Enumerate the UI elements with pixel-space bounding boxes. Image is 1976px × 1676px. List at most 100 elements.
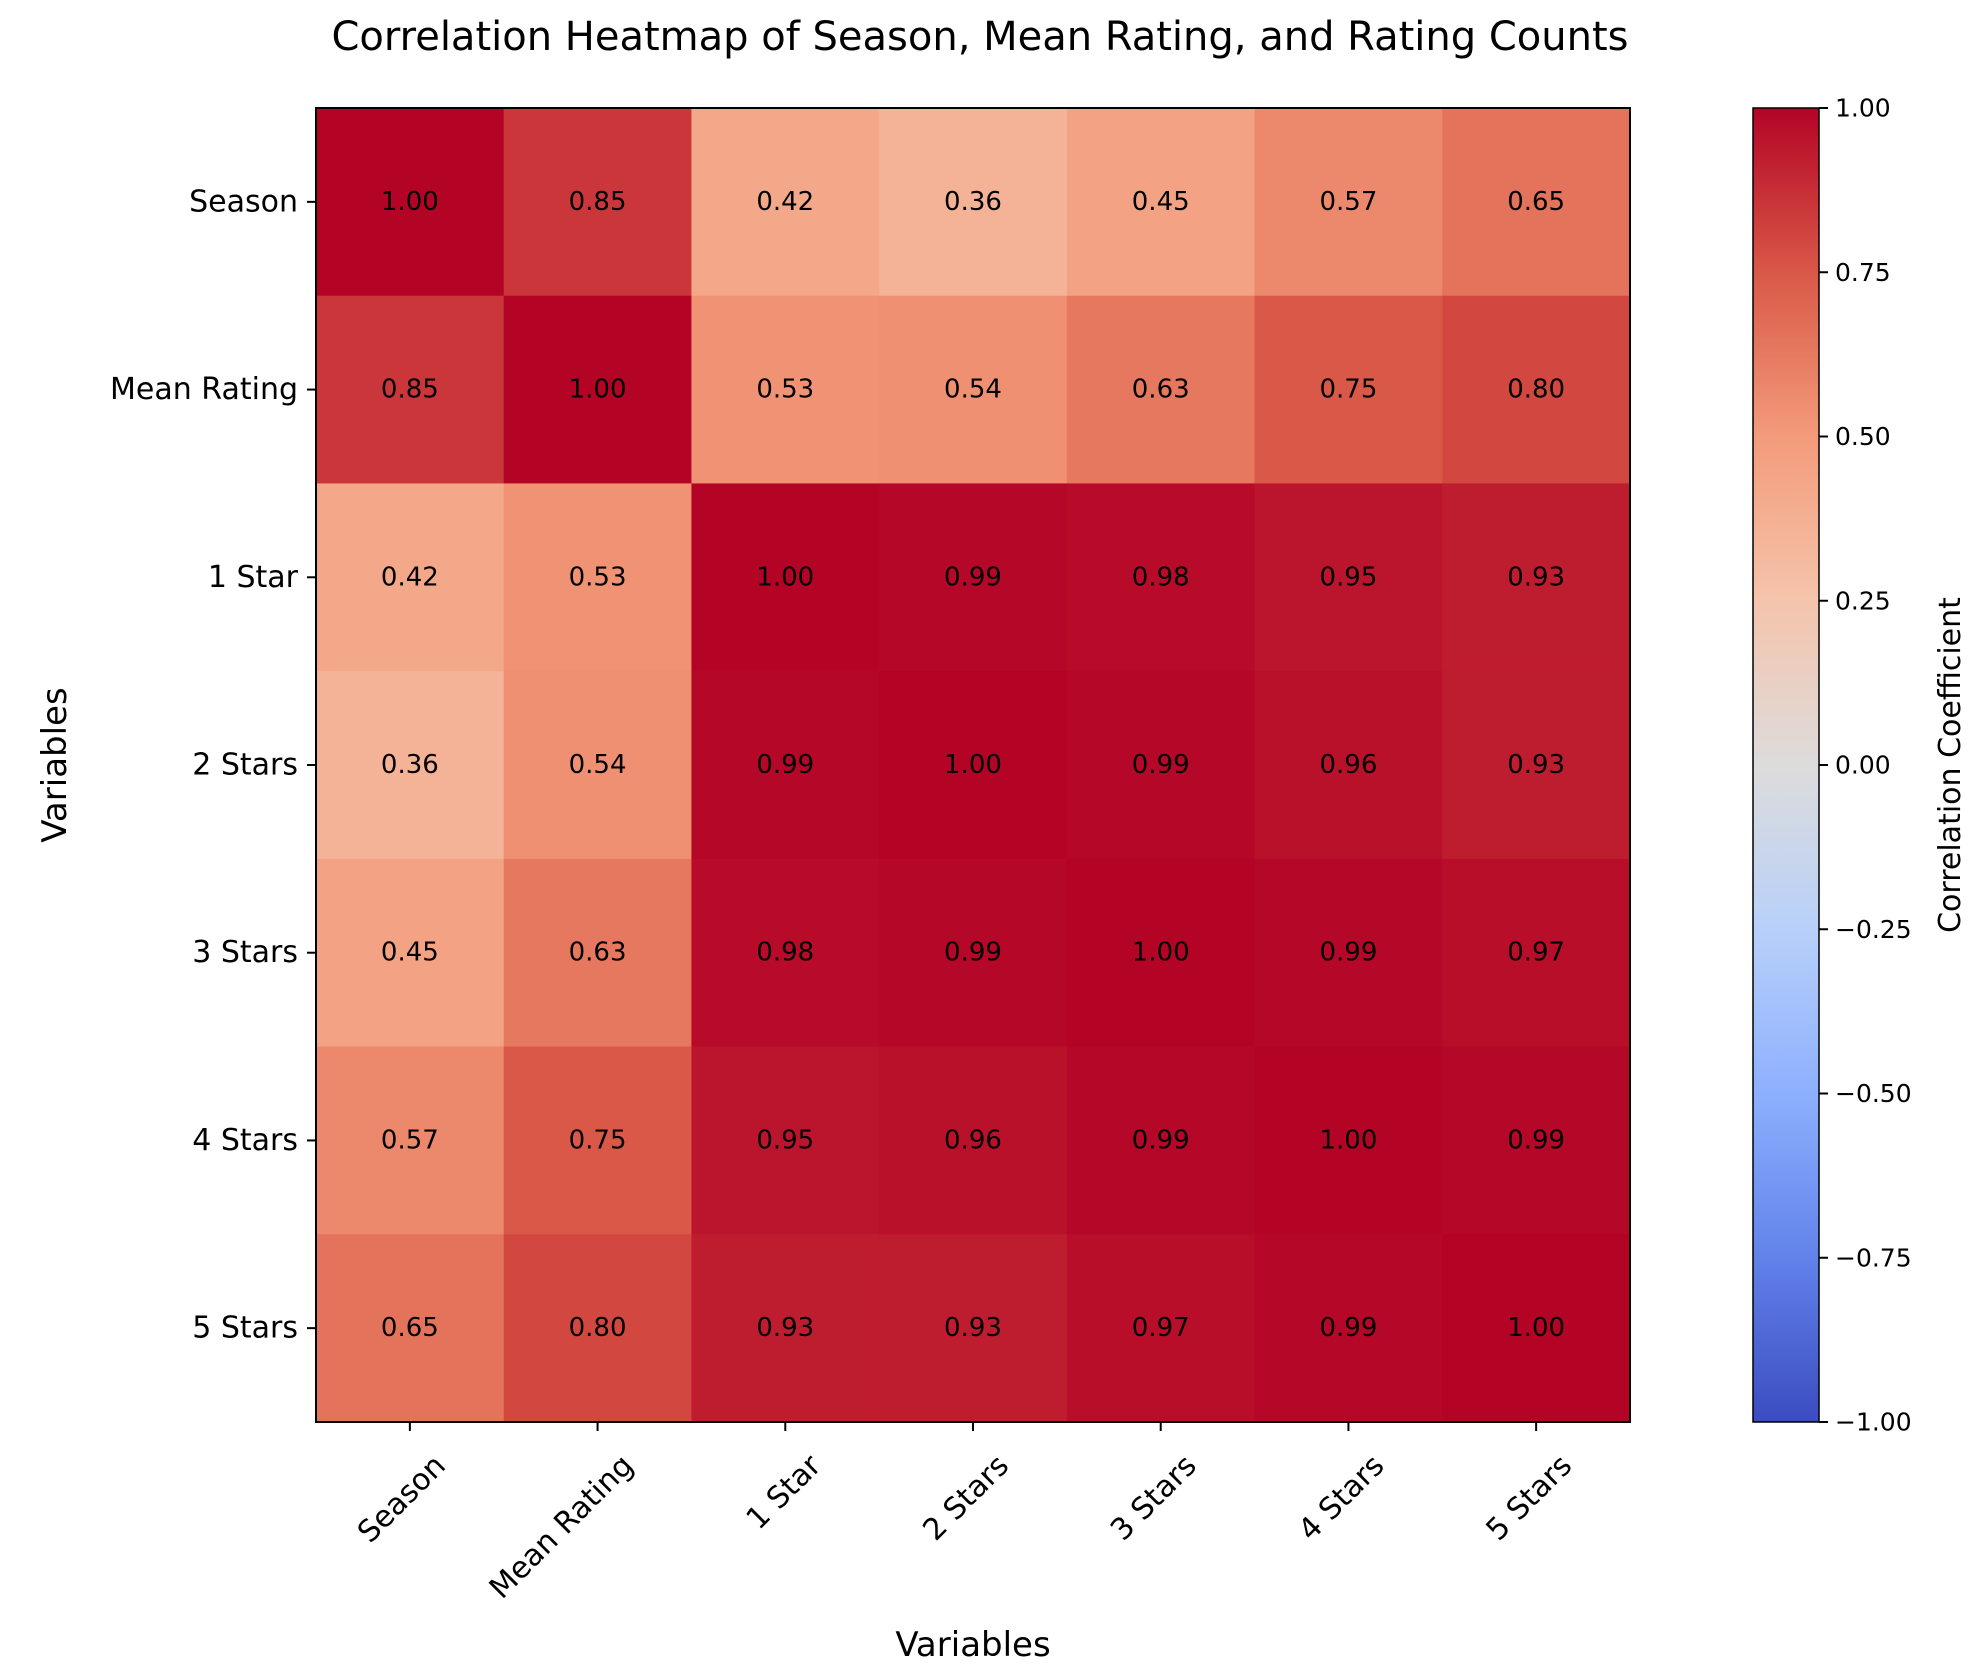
heatmap-cell (1066, 858, 1256, 1048)
heatmap-cell (1442, 1046, 1631, 1235)
cell-value-label: 0.99 (1507, 1125, 1565, 1155)
cell-value-label: 0.36 (944, 187, 1002, 217)
cell-value-label: 0.57 (1319, 187, 1377, 217)
heatmap-cell (316, 671, 505, 860)
cell-value-label: 0.97 (1507, 938, 1565, 968)
heatmap-cell (879, 295, 1068, 484)
heatmap-cell (1066, 1046, 1256, 1235)
colorbar-tick-label: 0.50 (1835, 422, 1891, 451)
colorbar-tick-label: 0.25 (1835, 586, 1891, 615)
cell-value-label: 0.85 (569, 187, 627, 217)
colorbar-tick-label: 0.00 (1835, 751, 1891, 780)
x-tick-label: 1 Star (740, 1448, 829, 1537)
heatmap-cell (1066, 671, 1256, 860)
heatmap-cell (316, 108, 505, 297)
heatmap-cell (1066, 295, 1256, 484)
colorbar-tick-label: −0.50 (1835, 1079, 1912, 1108)
heatmap-cell (879, 1046, 1068, 1235)
y-tick-label: 5 Stars (192, 1311, 298, 1346)
cell-value-label: 0.93 (1507, 750, 1565, 780)
cell-value-label: 0.54 (569, 750, 627, 780)
x-axis-label: Variables (895, 1625, 1050, 1665)
heatmap-cell-labels: 1.00 0.85 0.42 0.36 0.45 0.57 0.65 0.85 1.00 0.53… (381, 187, 1565, 1343)
heatmap-cell (316, 858, 505, 1048)
heatmap-cell (503, 1046, 692, 1235)
heatmap-cell (1254, 671, 1443, 860)
heatmap-cell (316, 1234, 505, 1423)
cell-value-label: 1.00 (1319, 1125, 1377, 1155)
cell-value-label: 0.65 (1507, 187, 1565, 217)
heatmap-cell (503, 858, 692, 1048)
cell-value-label: 0.57 (381, 1125, 439, 1155)
x-tick-label: 3 Stars (1104, 1448, 1204, 1548)
cell-value-label: 0.99 (756, 750, 814, 780)
cell-value-label: 0.65 (381, 1313, 439, 1343)
y-tick-label: 4 Stars (192, 1123, 298, 1158)
cell-value-label: 0.45 (381, 938, 439, 968)
heatmap-cell (879, 483, 1068, 672)
heatmap-cell (1254, 858, 1443, 1048)
cell-value-label: 1.00 (944, 750, 1002, 780)
x-tick-label: Season (351, 1448, 453, 1550)
heatmap-cells (316, 108, 1631, 1423)
cell-value-label: 0.75 (1319, 375, 1377, 405)
heatmap-cell (1066, 1234, 1256, 1423)
colorbar-tick-label: −0.75 (1835, 1243, 1912, 1272)
cell-value-label: 0.42 (381, 562, 439, 592)
cell-value-label: 0.63 (1132, 375, 1190, 405)
cell-value-label: 0.75 (569, 1125, 627, 1155)
cell-value-label: 0.98 (756, 938, 814, 968)
y-axis-label: Variables (35, 687, 75, 842)
heatmap-cell (691, 483, 880, 672)
heatmap-cell (1442, 1234, 1631, 1423)
heatmap-cell (1254, 1046, 1443, 1235)
cell-value-label: 0.93 (756, 1313, 814, 1343)
cell-value-label: 0.54 (944, 375, 1002, 405)
cell-value-label: 1.00 (1132, 938, 1190, 968)
y-axis-ticks: Season Mean Rating 1 Star 2 Stars 3 Stars 4 S… (110, 184, 316, 1346)
cell-value-label: 1.00 (756, 562, 814, 592)
heatmap-cell (503, 108, 692, 297)
heatmap-cell (691, 671, 880, 860)
cell-value-label: 0.80 (569, 1313, 627, 1343)
cell-value-label: 0.36 (381, 750, 439, 780)
colorbar-tick-label: 0.75 (1835, 258, 1891, 287)
heatmap-cell (879, 671, 1068, 860)
colorbar-tick-label: −1.00 (1835, 1408, 1912, 1437)
heatmap-cell (691, 108, 880, 297)
y-tick-label: 2 Stars (192, 748, 298, 783)
cell-value-label: 0.93 (1507, 562, 1565, 592)
cell-value-label: 0.99 (1319, 938, 1377, 968)
heatmap-cell (1442, 671, 1631, 860)
cell-value-label: 1.00 (381, 187, 439, 217)
cell-value-label: 0.96 (1319, 750, 1377, 780)
heatmap-cell (1442, 108, 1631, 297)
x-tick-label: 5 Stars (1480, 1448, 1580, 1548)
heatmap-cell (691, 295, 880, 484)
cell-value-label: 0.53 (756, 375, 814, 405)
heatmap-cell (1442, 858, 1631, 1048)
heatmap-cell (503, 671, 692, 860)
heatmap-cell (503, 1234, 692, 1423)
chart-title: Correlation Heatmap of Season, Mean Rati… (332, 14, 1629, 60)
cell-value-label: 0.45 (1132, 187, 1190, 217)
cell-value-label: 0.93 (944, 1313, 1002, 1343)
cell-value-label: 0.42 (756, 187, 814, 217)
x-tick-label: 4 Stars (1292, 1448, 1392, 1548)
x-tick-label: 2 Stars (916, 1448, 1016, 1548)
y-tick-label: Mean Rating (110, 372, 298, 407)
cell-value-label: 0.99 (944, 562, 1002, 592)
cell-value-label: 0.98 (1132, 562, 1190, 592)
heatmap-cell (1066, 483, 1256, 672)
colorbar-label: Correlation Coefficient (1933, 597, 1968, 933)
cell-value-label: 1.00 (569, 375, 627, 405)
colorbar-ticks: −1.00 −0.75 −0.50 −0.25 0.00 0.25 0.50 0.75 1.00 (1819, 94, 1912, 1437)
heatmap-cell (1254, 295, 1443, 484)
cell-value-label: 0.80 (1507, 375, 1565, 405)
heatmap-cell (1442, 483, 1631, 672)
colorbar (1752, 107, 1820, 1423)
y-tick-label: 1 Star (208, 560, 299, 595)
colorbar-tick-label: −0.25 (1835, 915, 1912, 944)
heatmap-cell (879, 1234, 1068, 1423)
cell-value-label: 0.99 (1132, 750, 1190, 780)
